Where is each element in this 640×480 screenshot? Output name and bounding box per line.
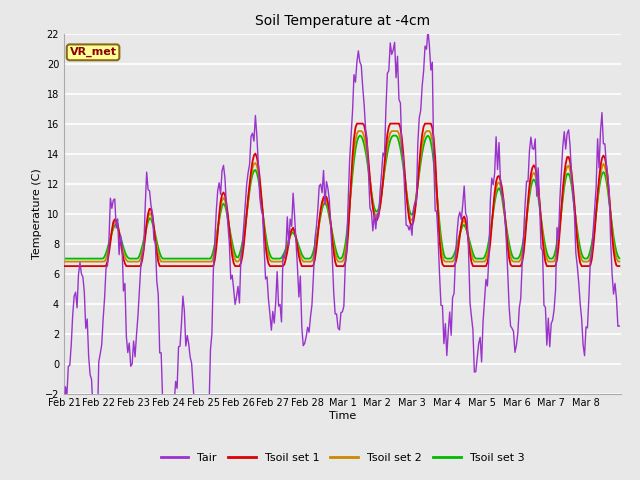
Tsoil set 3 [540, 236, 548, 241]
Tsoil set 1 [97, 263, 104, 269]
Tsoil set 1 [540, 251, 548, 256]
Tsoil set 3 [356, 132, 364, 138]
Tsoil set 1 [616, 263, 623, 269]
Text: VR_met: VR_met [70, 47, 116, 58]
Tsoil set 2 [616, 259, 623, 264]
Tair [79, 274, 86, 280]
Tsoil set 2 [60, 259, 68, 264]
Tsoil set 3 [612, 249, 620, 255]
Y-axis label: Temperature (C): Temperature (C) [32, 168, 42, 259]
Tair [348, 133, 355, 139]
Tsoil set 2 [612, 255, 620, 261]
Tsoil set 3 [97, 256, 104, 262]
Tsoil set 3 [346, 202, 353, 207]
X-axis label: Time: Time [329, 411, 356, 421]
Tsoil set 1 [458, 222, 465, 228]
Tsoil set 2 [355, 128, 362, 134]
Tsoil set 1 [79, 263, 86, 269]
Tsoil set 2 [540, 242, 548, 248]
Tsoil set 1 [612, 263, 620, 268]
Title: Soil Temperature at -4cm: Soil Temperature at -4cm [255, 14, 430, 28]
Tair [616, 323, 623, 329]
Tsoil set 1 [346, 205, 353, 211]
Line: Tair: Tair [64, 30, 620, 476]
Tair [424, 27, 432, 33]
Tair [60, 419, 68, 424]
Line: Tsoil set 1: Tsoil set 1 [64, 123, 620, 266]
Tsoil set 3 [60, 256, 68, 262]
Tair [164, 473, 172, 479]
Legend: Tair, Tsoil set 1, Tsoil set 2, Tsoil set 3: Tair, Tsoil set 1, Tsoil set 2, Tsoil se… [156, 448, 529, 467]
Tsoil set 3 [458, 226, 465, 232]
Line: Tsoil set 2: Tsoil set 2 [64, 131, 620, 262]
Tair [614, 324, 621, 329]
Tsoil set 2 [79, 259, 86, 264]
Tair [459, 202, 467, 207]
Tsoil set 2 [346, 204, 353, 210]
Tsoil set 3 [79, 256, 86, 262]
Tair [541, 304, 549, 310]
Tsoil set 1 [353, 120, 361, 126]
Tair [97, 351, 104, 357]
Line: Tsoil set 3: Tsoil set 3 [64, 135, 620, 259]
Tsoil set 2 [97, 259, 104, 264]
Tsoil set 1 [60, 263, 68, 269]
Tsoil set 2 [458, 224, 465, 230]
Tsoil set 3 [616, 255, 623, 261]
